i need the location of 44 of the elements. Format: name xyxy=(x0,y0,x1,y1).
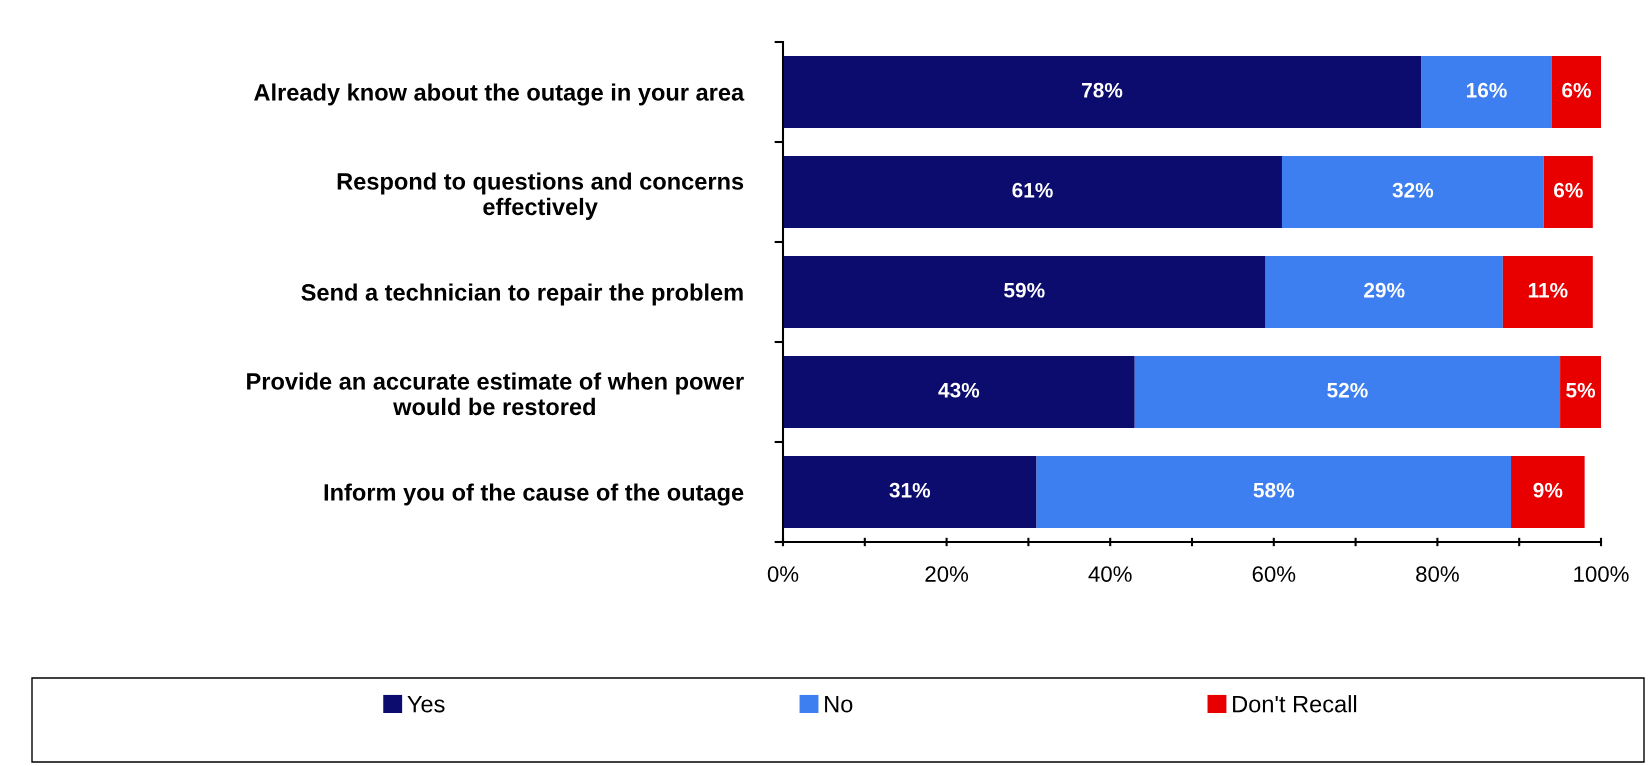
bar xyxy=(1511,456,1585,528)
bar xyxy=(783,156,1282,228)
data-label: 6% xyxy=(1562,82,1591,98)
data-label: 5% xyxy=(1566,382,1596,398)
x-tick-label: 0% xyxy=(767,566,799,582)
legend-label: No xyxy=(825,695,853,713)
bar xyxy=(1502,256,1593,328)
legend-label: Yes xyxy=(407,695,445,713)
data-label: 59% xyxy=(1004,282,1045,298)
x-tick-label: 100% xyxy=(1574,566,1629,582)
y-tick-label: Respond to questions and concerns effectively xyxy=(337,172,744,220)
bar xyxy=(1560,356,1601,428)
x-tick-label: 40% xyxy=(1088,566,1132,582)
bar xyxy=(1265,256,1503,328)
data-label: 58% xyxy=(1253,482,1295,498)
data-label: 9% xyxy=(1533,482,1563,498)
bar xyxy=(1421,56,1552,128)
y-tick-label: Send a technician to repair the problem xyxy=(301,283,743,306)
data-label: 29% xyxy=(1364,282,1405,298)
legend-label: Don't Recall xyxy=(1233,695,1357,713)
data-label: 61% xyxy=(1012,182,1053,198)
data-label: 6% xyxy=(1553,182,1583,198)
data-label: 43% xyxy=(938,382,980,398)
data-label: 32% xyxy=(1392,182,1434,198)
data-label: 11% xyxy=(1528,282,1568,298)
y-tick-label: Provide an accurate estimate of when power would be restored xyxy=(247,372,744,416)
bar xyxy=(783,356,1135,428)
y-tick-label: Inform you of the cause of the outage xyxy=(324,483,744,506)
data-label: 16% xyxy=(1466,82,1507,98)
x-tick-label: 60% xyxy=(1252,566,1296,582)
bar xyxy=(1543,156,1593,228)
x-tick-label: 20% xyxy=(925,566,969,582)
bar xyxy=(1551,56,1601,128)
bar xyxy=(783,256,1266,328)
bar xyxy=(783,456,1037,528)
bar xyxy=(783,56,1422,128)
x-tick-label: 80% xyxy=(1416,566,1459,582)
data-label: 78% xyxy=(1082,82,1123,98)
data-label: 31% xyxy=(889,482,931,498)
y-tick-label: Already know about the outage in your area xyxy=(254,83,745,106)
data-label: 52% xyxy=(1327,382,1368,398)
bar xyxy=(1281,156,1544,228)
bar xyxy=(1134,356,1561,428)
bar xyxy=(1036,456,1512,528)
